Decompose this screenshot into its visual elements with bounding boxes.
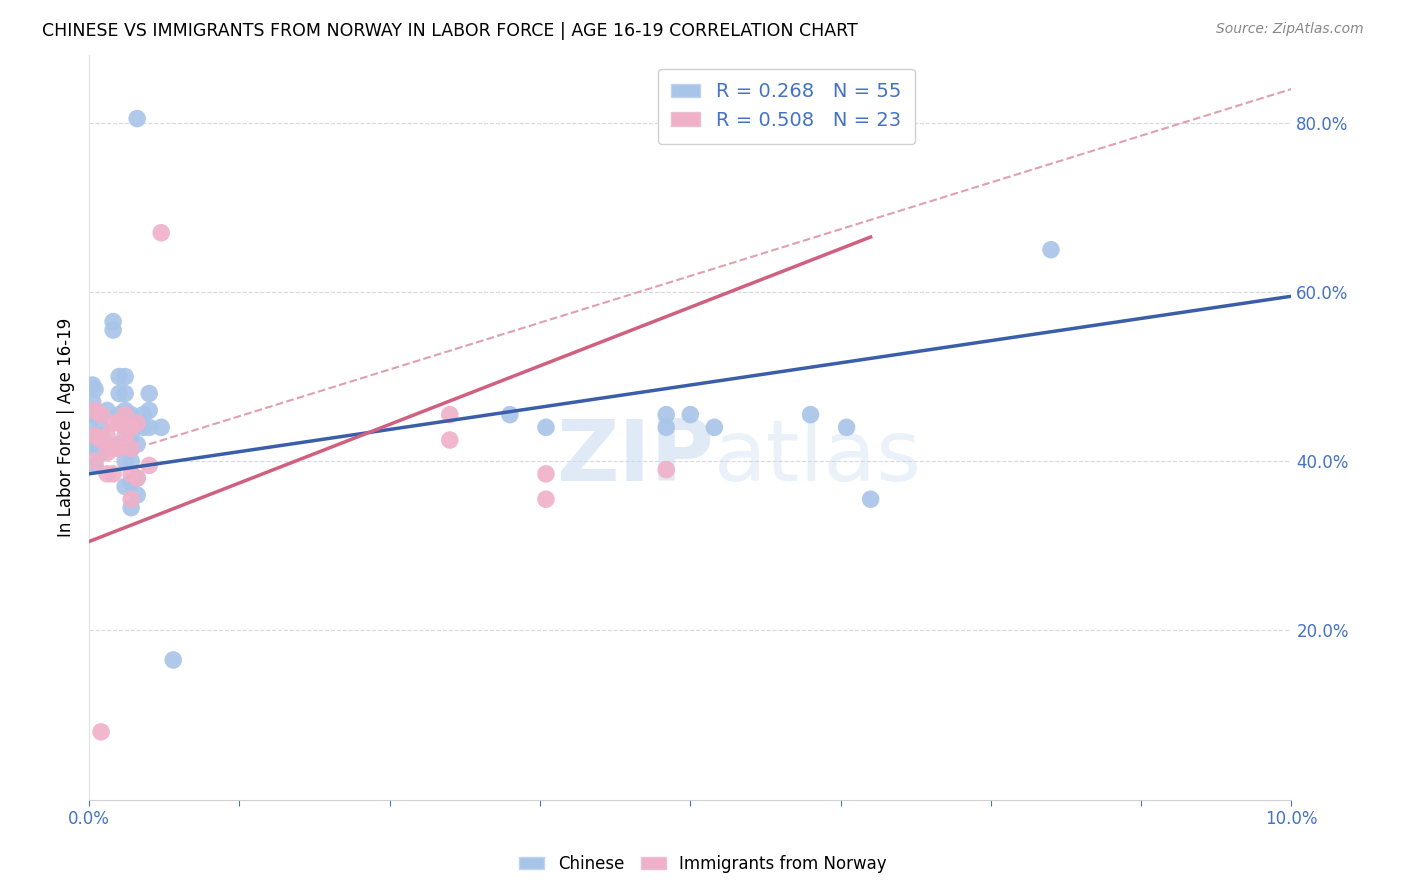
Point <box>84 408 107 422</box>
Point <box>84 454 107 468</box>
Point <box>108 408 131 422</box>
Text: ZIP: ZIP <box>557 416 714 499</box>
Point <box>120 429 142 443</box>
Point <box>90 433 112 447</box>
Point <box>77 420 100 434</box>
Point <box>90 446 112 460</box>
Point <box>120 408 142 422</box>
Point <box>120 442 142 456</box>
Point <box>127 437 149 451</box>
Point <box>114 369 136 384</box>
Point <box>655 420 678 434</box>
Point <box>127 471 149 485</box>
Point <box>120 420 142 434</box>
Point <box>127 416 149 430</box>
Point <box>120 454 142 468</box>
Point <box>799 408 821 422</box>
Point <box>96 467 118 481</box>
Point <box>90 724 112 739</box>
Point <box>132 420 155 434</box>
Point <box>120 442 142 456</box>
Point <box>138 420 160 434</box>
Legend: Chinese, Immigrants from Norway: Chinese, Immigrants from Norway <box>513 848 893 880</box>
Point <box>1039 243 1062 257</box>
Point <box>127 416 149 430</box>
Point <box>114 403 136 417</box>
Point <box>82 395 104 409</box>
Point <box>150 420 173 434</box>
Text: CHINESE VS IMMIGRANTS FROM NORWAY IN LABOR FORCE | AGE 16-19 CORRELATION CHART: CHINESE VS IMMIGRANTS FROM NORWAY IN LAB… <box>42 22 858 40</box>
Point <box>108 386 131 401</box>
Point <box>90 429 112 443</box>
Point <box>499 408 522 422</box>
Point <box>127 488 149 502</box>
Point <box>138 403 160 417</box>
Point <box>114 386 136 401</box>
Point <box>101 323 124 337</box>
Point <box>162 653 184 667</box>
Point <box>534 492 557 507</box>
Point <box>138 458 160 473</box>
Y-axis label: In Labor Force | Age 16-19: In Labor Force | Age 16-19 <box>58 318 75 537</box>
Point <box>655 462 678 476</box>
Point <box>120 492 142 507</box>
Point <box>101 315 124 329</box>
Point <box>108 369 131 384</box>
Text: Source: ZipAtlas.com: Source: ZipAtlas.com <box>1216 22 1364 37</box>
Point <box>84 429 107 443</box>
Point <box>96 429 118 443</box>
Point <box>835 420 858 434</box>
Text: atlas: atlas <box>714 416 922 499</box>
Point <box>84 442 107 456</box>
Point <box>120 475 142 490</box>
Point <box>127 471 149 485</box>
Point <box>82 378 104 392</box>
Point <box>534 467 557 481</box>
Point <box>114 479 136 493</box>
Point <box>84 403 107 417</box>
Point <box>77 437 100 451</box>
Point <box>108 416 131 430</box>
Point <box>132 408 155 422</box>
Point <box>96 437 118 451</box>
Point <box>114 420 136 434</box>
Point <box>114 429 136 443</box>
Point <box>655 408 678 422</box>
Point <box>101 442 124 456</box>
Point <box>101 416 124 430</box>
Point <box>150 226 173 240</box>
Point <box>703 420 725 434</box>
Point <box>96 446 118 460</box>
Point <box>108 442 131 456</box>
Point <box>114 437 136 451</box>
Point <box>90 420 112 434</box>
Point <box>859 492 882 507</box>
Point <box>108 437 131 451</box>
Point <box>138 386 160 401</box>
Point <box>679 408 702 422</box>
Point <box>114 408 136 422</box>
Point <box>120 467 142 481</box>
Point <box>534 420 557 434</box>
Point <box>127 112 149 126</box>
Point <box>120 500 142 515</box>
Point <box>439 433 461 447</box>
Point <box>84 458 107 473</box>
Point <box>114 454 136 468</box>
Point <box>84 382 107 396</box>
Point <box>90 408 112 422</box>
Point <box>101 467 124 481</box>
Legend: R = 0.268   N = 55, R = 0.508   N = 23: R = 0.268 N = 55, R = 0.508 N = 23 <box>658 69 915 144</box>
Point <box>439 408 461 422</box>
Point <box>96 403 118 417</box>
